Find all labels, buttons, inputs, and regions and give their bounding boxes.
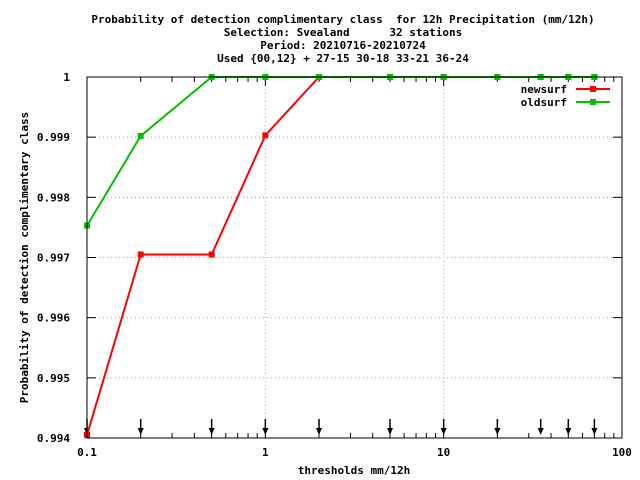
title-line: Selection: Svealand 32 stations <box>224 26 462 39</box>
x-axis-label: thresholds mm/12h <box>298 464 411 477</box>
threshold-markers <box>84 419 598 435</box>
threshold-marker-arrow <box>591 428 598 435</box>
data-point-oldsurf <box>137 132 144 139</box>
threshold-marker-arrow <box>316 428 323 435</box>
legend-swatch-marker <box>590 86 596 92</box>
grid <box>87 77 622 438</box>
series-line-oldsurf <box>86 76 595 227</box>
title-line: Used {00,12} + 27-15 30-18 33-21 36-24 <box>217 52 469 65</box>
threshold-marker-arrow <box>537 428 544 435</box>
series-layer <box>84 74 598 438</box>
y-tick-label: 0.997 <box>37 252 70 265</box>
title-line: Period: 20210716-20210724 <box>260 39 426 52</box>
threshold-marker-arrow <box>208 428 215 435</box>
x-tick-label: 100 <box>612 446 632 459</box>
x-tick-label: 0.1 <box>77 446 97 459</box>
x-axis-ticks: 0.1 1 10 100 <box>77 77 632 459</box>
legend-label: newsurf <box>521 83 567 96</box>
y-tick-label: 0.998 <box>37 191 70 204</box>
threshold-marker-arrow <box>262 428 269 435</box>
data-point-newsurf <box>137 251 144 258</box>
legend-swatch-marker <box>590 99 596 105</box>
title-line: Probability of detection complimentary c… <box>91 13 594 26</box>
threshold-marker-arrow <box>565 428 572 435</box>
data-point-newsurf <box>208 251 215 258</box>
y-axis-label: Probability of detection complimentary c… <box>18 112 31 403</box>
y-tick-label: 0.999 <box>37 131 70 144</box>
y-tick-label: 0.994 <box>37 432 70 445</box>
x-tick-label: 10 <box>437 446 450 459</box>
threshold-marker-arrow <box>137 428 144 435</box>
threshold-marker-arrow <box>494 428 501 435</box>
legend-label: oldsurf <box>521 96 567 109</box>
plot-frame <box>86 76 623 439</box>
data-point-newsurf <box>262 132 269 139</box>
chart-title: Probability of detection complimentary c… <box>91 13 594 65</box>
y-tick-label: 0.995 <box>37 372 70 385</box>
series-line-newsurf <box>86 76 595 436</box>
y-tick-label: 1 <box>63 71 70 84</box>
threshold-marker-arrow <box>440 428 447 435</box>
threshold-marker-arrow <box>386 428 393 435</box>
x-tick-label: 1 <box>262 446 269 459</box>
y-tick-label: 0.996 <box>37 312 70 325</box>
y-axis-ticks: 0.994 0.995 0.996 0.997 0.998 0.999 1 <box>37 71 622 445</box>
